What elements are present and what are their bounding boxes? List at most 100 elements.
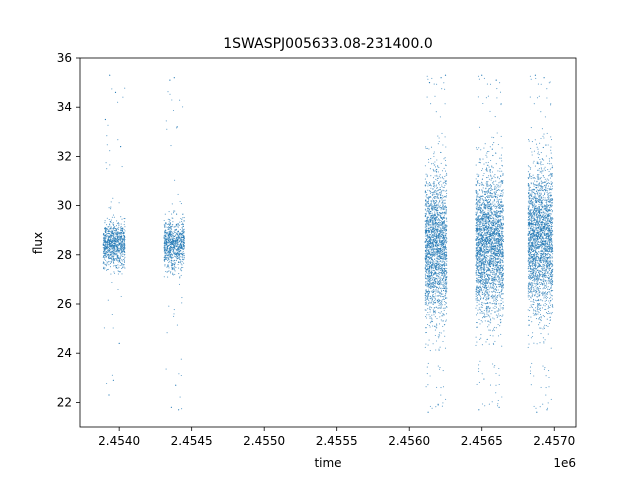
data-point — [425, 238, 427, 240]
data-point — [444, 286, 446, 288]
data-point — [120, 238, 122, 240]
data-point — [435, 199, 438, 202]
data-point — [427, 243, 429, 245]
data-point — [500, 307, 502, 309]
data-point — [433, 201, 435, 203]
data-point — [175, 267, 177, 269]
data-point — [432, 295, 435, 297]
data-point — [440, 202, 442, 204]
data-point — [433, 204, 435, 206]
data-point — [111, 216, 113, 218]
data-point — [425, 249, 427, 251]
data-point — [444, 238, 446, 240]
data-point — [118, 236, 120, 238]
data-point — [108, 226, 110, 228]
data-point — [172, 251, 174, 253]
data-point — [444, 175, 446, 178]
data-point — [104, 240, 106, 242]
data-point — [494, 294, 496, 296]
data-point — [183, 252, 185, 254]
data-point — [478, 368, 480, 370]
data-point — [425, 205, 427, 207]
data-point — [433, 209, 435, 211]
data-point — [444, 239, 446, 241]
data-point — [112, 238, 114, 240]
data-point — [177, 249, 179, 251]
data-point — [444, 247, 446, 249]
data-point — [442, 182, 444, 184]
data-point — [117, 264, 119, 266]
data-point — [181, 252, 183, 254]
data-point — [433, 261, 435, 263]
data-point — [481, 302, 483, 304]
data-point — [115, 265, 118, 267]
data-point — [437, 182, 440, 184]
data-point — [168, 219, 170, 221]
data-point — [428, 210, 430, 212]
data-point — [443, 82, 445, 84]
data-point — [174, 235, 176, 237]
data-point — [169, 246, 172, 248]
data-point — [113, 244, 115, 246]
data-point — [173, 245, 175, 247]
data-point — [441, 272, 443, 274]
data-point — [442, 315, 444, 317]
data-point — [438, 284, 440, 286]
data-point — [492, 154, 494, 156]
data-point — [437, 166, 439, 168]
data-point — [123, 260, 126, 262]
data-point — [445, 293, 447, 295]
data-point — [170, 271, 172, 273]
data-point — [444, 281, 446, 283]
data-point — [164, 242, 166, 244]
data-point — [437, 282, 439, 284]
data-point — [112, 234, 114, 237]
data-point — [489, 110, 491, 112]
data-point — [431, 318, 433, 320]
data-point — [436, 219, 438, 221]
data-point — [431, 219, 433, 221]
data-point — [477, 182, 479, 184]
data-point — [117, 288, 119, 291]
data-point — [424, 296, 426, 298]
data-point — [435, 217, 437, 219]
data-point — [113, 242, 115, 245]
data-point — [484, 218, 486, 220]
data-point — [164, 259, 166, 261]
segment-1 — [102, 87, 126, 385]
data-point — [103, 242, 105, 244]
data-point — [117, 250, 119, 252]
data-point — [180, 260, 182, 262]
data-point — [176, 248, 178, 251]
data-point — [485, 244, 487, 246]
data-point — [431, 271, 433, 274]
data-point — [491, 194, 493, 196]
data-point — [496, 213, 498, 215]
data-point — [115, 267, 117, 269]
data-point — [436, 255, 438, 257]
data-point — [443, 232, 445, 234]
data-point — [442, 227, 444, 229]
data-point — [487, 273, 489, 275]
data-point — [485, 308, 487, 310]
data-point — [109, 240, 111, 243]
data-point — [431, 203, 433, 205]
data-point — [168, 241, 170, 243]
data-point — [104, 235, 107, 237]
data-point — [436, 190, 438, 192]
data-point — [107, 262, 109, 264]
data-point — [476, 231, 478, 233]
data-point — [489, 329, 491, 331]
data-point — [428, 263, 430, 265]
data-point — [434, 311, 436, 313]
data-point — [489, 307, 491, 309]
data-point — [113, 255, 115, 257]
data-point — [443, 309, 445, 311]
data-point — [180, 239, 182, 241]
data-point — [491, 282, 493, 284]
data-point — [165, 255, 167, 257]
data-point — [434, 208, 436, 210]
data-point — [166, 232, 168, 234]
data-point — [439, 367, 441, 369]
data-point — [182, 231, 184, 233]
